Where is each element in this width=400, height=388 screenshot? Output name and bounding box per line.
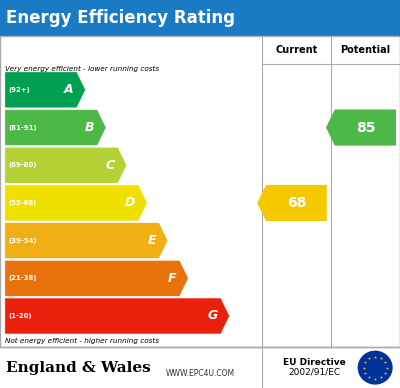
Circle shape [358,352,392,384]
Text: WWW.EPC4U.COM: WWW.EPC4U.COM [166,369,234,378]
Text: C: C [106,159,115,172]
Text: G: G [207,310,218,322]
Text: (69-80): (69-80) [9,162,37,168]
Text: 68: 68 [287,196,306,210]
Bar [0,36,400,347]
Polygon shape [257,185,327,221]
Text: (39-54): (39-54) [9,237,38,244]
Text: Very energy efficient - lower running costs: Very energy efficient - lower running co… [5,66,159,72]
Text: B: B [85,121,94,134]
Text: (92+): (92+) [9,87,30,93]
Text: Potential: Potential [340,45,390,55]
Polygon shape [5,147,127,183]
Polygon shape [5,109,106,146]
Text: (81-91): (81-91) [9,125,38,130]
Text: (55-68): (55-68) [9,200,37,206]
Text: F: F [168,272,176,285]
Text: D: D [125,196,135,210]
Text: E: E [148,234,156,247]
Text: Not energy efficient - higher running costs: Not energy efficient - higher running co… [5,338,159,344]
Polygon shape [5,298,230,334]
Text: EU Directive: EU Directive [283,359,346,367]
Text: (21-38): (21-38) [9,275,37,281]
Polygon shape [5,72,86,108]
Polygon shape [326,109,396,146]
Text: England & Wales: England & Wales [6,360,151,375]
Polygon shape [5,260,188,296]
Text: (1-20): (1-20) [9,313,32,319]
Bar [0,0,400,36]
Text: A: A [64,83,74,96]
Text: Energy Efficiency Rating: Energy Efficiency Rating [6,9,235,27]
Text: 85: 85 [356,121,375,135]
Text: Current: Current [275,45,318,55]
Text: 2002/91/EC: 2002/91/EC [288,368,340,377]
Polygon shape [5,223,168,259]
Polygon shape [5,185,147,221]
